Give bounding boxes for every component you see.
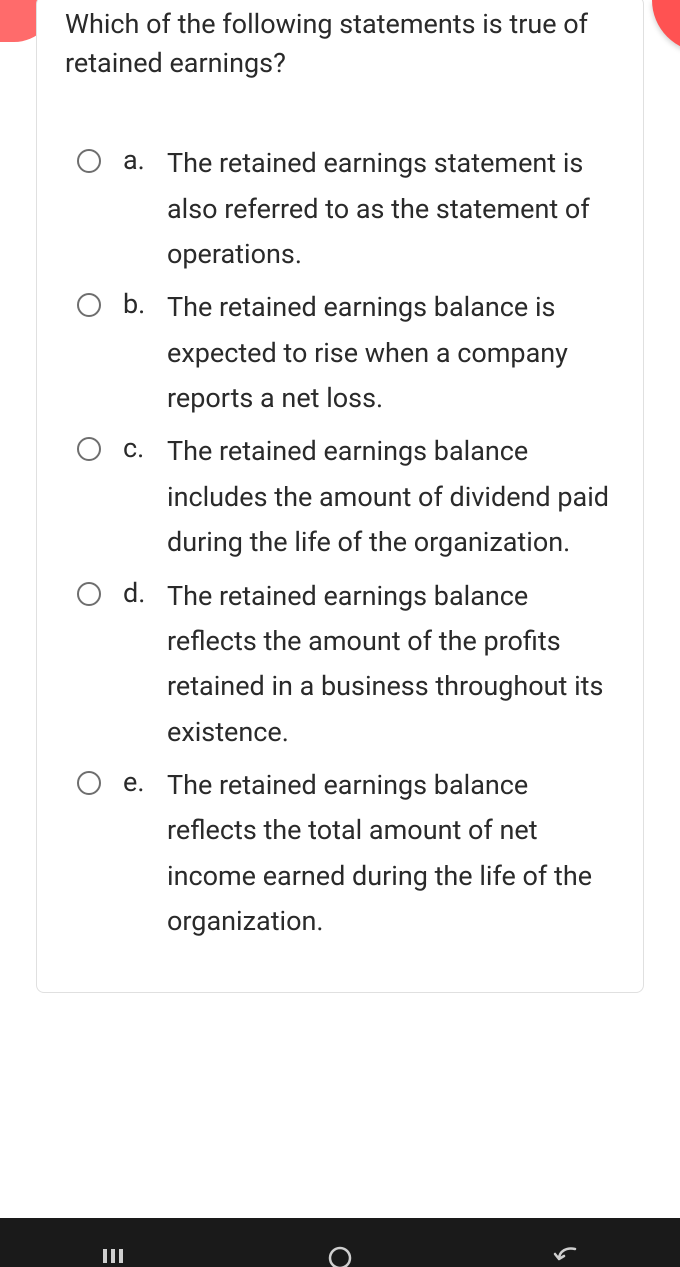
radio-c[interactable] xyxy=(77,437,101,461)
option-letter: d. xyxy=(123,574,167,613)
option-text: The retained earnings balance reflects t… xyxy=(167,574,615,755)
option-letter: e. xyxy=(123,763,167,802)
option-text: The retained earnings balance reflects t… xyxy=(167,763,615,944)
options-list: a. The retained earnings statement is al… xyxy=(65,111,615,944)
option-letter: b. xyxy=(123,285,167,324)
top-right-accent[interactable] xyxy=(652,0,680,52)
option-b[interactable]: b. The retained earnings balance is expe… xyxy=(77,285,615,421)
option-letter: c. xyxy=(123,429,167,468)
option-text: The retained earnings balance is expecte… xyxy=(167,285,615,421)
option-letter: a. xyxy=(123,141,167,180)
radio-b[interactable] xyxy=(77,293,101,317)
page-container: Which of the following statements is tru… xyxy=(0,0,680,1218)
option-text: The retained earnings balance includes t… xyxy=(167,429,615,565)
nav-recent-icon[interactable] xyxy=(93,1241,133,1267)
radio-a[interactable] xyxy=(77,149,101,173)
nav-back-icon[interactable] xyxy=(547,1241,587,1267)
option-text: The retained earnings statement is also … xyxy=(167,141,615,277)
option-c[interactable]: c. The retained earnings balance include… xyxy=(77,429,615,565)
option-d[interactable]: d. The retained earnings balance reflect… xyxy=(77,574,615,755)
nav-home-icon[interactable] xyxy=(320,1241,360,1267)
radio-d[interactable] xyxy=(77,582,101,606)
bottom-nav-bar xyxy=(0,1218,680,1267)
option-a[interactable]: a. The retained earnings statement is al… xyxy=(77,141,615,277)
option-e[interactable]: e. The retained earnings balance reflect… xyxy=(77,763,615,944)
question-card: Which of the following statements is tru… xyxy=(36,0,644,993)
radio-e[interactable] xyxy=(77,771,101,795)
question-text: Which of the following statements is tru… xyxy=(65,0,615,111)
